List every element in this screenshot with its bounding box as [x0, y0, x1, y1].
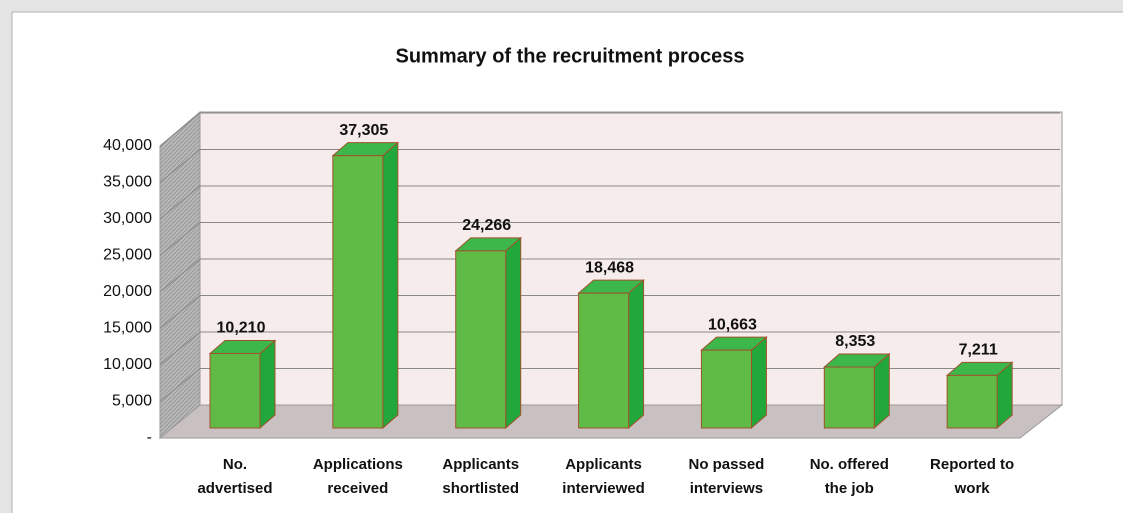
- bar-side: [259, 339, 276, 430]
- x-tick-label: Applications received: [313, 456, 403, 497]
- grid-line: [159, 368, 201, 402]
- x-tick-label: Reported to work: [930, 456, 1014, 497]
- x-tick-label: No. advertised: [197, 456, 272, 497]
- grid-line: [159, 258, 201, 293]
- bar: [209, 352, 261, 429]
- y-tick-label: 10,000: [103, 356, 152, 373]
- y-tick-label: 40,000: [103, 137, 152, 154]
- x-tick-label: Applicants interviewed: [562, 456, 645, 497]
- y-tick-label: 30,000: [103, 210, 152, 227]
- x-tick-label: No. offered the job: [810, 456, 889, 497]
- grid-line: [159, 222, 201, 256]
- data-label: 24,266: [462, 217, 511, 234]
- bar: [700, 349, 752, 429]
- data-label: 10,210: [217, 320, 266, 337]
- y-tick-label: -: [147, 429, 152, 446]
- y-tick-label: 35,000: [103, 174, 152, 191]
- y-tick-label: 5,000: [112, 393, 152, 410]
- chart-title: Summary of the recruitment process: [396, 45, 745, 67]
- bar-side: [382, 141, 399, 430]
- grid-line: [159, 112, 201, 147]
- bar: [578, 292, 630, 429]
- bar-side: [505, 236, 522, 430]
- data-label: 7,211: [959, 342, 998, 359]
- grid-line: [159, 185, 201, 220]
- grid-line: [159, 331, 201, 366]
- y-tick-label: 15,000: [103, 320, 152, 337]
- data-label: 37,305: [339, 122, 388, 139]
- grid-line: [159, 295, 201, 329]
- data-label: 18,468: [585, 259, 634, 276]
- bar: [332, 155, 384, 429]
- x-tick-label: Applicants shortlisted: [442, 456, 519, 497]
- bar-side: [628, 279, 645, 430]
- bar-side: [750, 336, 767, 430]
- data-label: 8,353: [835, 333, 875, 350]
- bar: [455, 250, 507, 429]
- grid-line: [159, 149, 201, 183]
- data-label: 10,663: [708, 316, 757, 333]
- y-tick-label: 25,000: [103, 247, 152, 264]
- bar: [946, 374, 998, 429]
- x-tick-label: No passed interviews: [688, 456, 764, 497]
- y-tick-label: 20,000: [103, 283, 152, 300]
- bar: [823, 366, 875, 429]
